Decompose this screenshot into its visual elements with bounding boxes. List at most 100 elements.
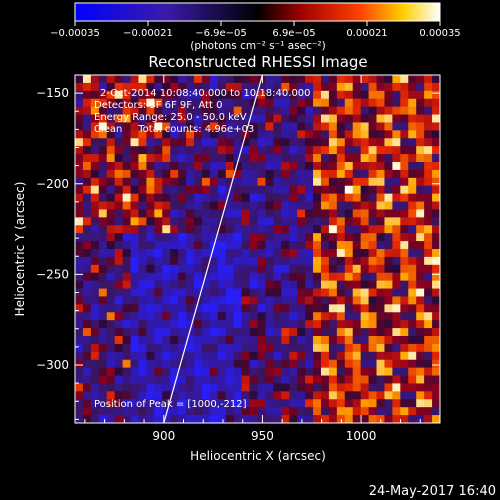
heatmap-cell (146, 138, 155, 147)
heatmap-cell (336, 304, 346, 313)
heatmap-cell (352, 217, 362, 226)
heatmap-cell (186, 320, 195, 329)
heatmap-cell (368, 225, 378, 234)
heatmap-cell (408, 177, 417, 187)
heatmap-cell (273, 296, 282, 305)
heatmap-cell (178, 375, 187, 385)
heatmap-cell (75, 367, 84, 377)
heatmap-cell (114, 359, 124, 369)
heatmap-cell (122, 256, 132, 266)
heatmap-cell (194, 415, 203, 423)
heatmap-cell (241, 146, 251, 155)
heatmap-cell (281, 90, 290, 100)
heatmap-cell (360, 296, 370, 305)
heatmap-cell (249, 415, 259, 423)
heatmap-cell (249, 367, 259, 377)
heatmap-cell (186, 169, 195, 179)
heatmap-cell (130, 391, 140, 400)
heatmap-cell (328, 264, 338, 274)
heatmap-cell (336, 296, 346, 305)
heatmap-cell (106, 106, 116, 116)
heatmap-cell (201, 225, 211, 234)
heatmap-cell (75, 336, 84, 345)
heatmap-cell (392, 162, 401, 171)
heatmap-cell (82, 312, 92, 321)
heatmap-cell (249, 82, 259, 92)
heatmap-cell (360, 272, 370, 282)
heatmap-cell (194, 169, 203, 179)
heatmap-cell (408, 304, 417, 313)
heatmap-cell (98, 264, 108, 274)
heatmap-cell (217, 351, 227, 361)
heatmap-cell (408, 106, 417, 116)
heatmap-cell (416, 304, 425, 313)
heatmap-cell (368, 256, 378, 266)
heatmap-cell (194, 391, 203, 400)
heatmap-cell (146, 375, 155, 385)
heatmap-cell (408, 375, 417, 385)
heatmap-cell (233, 312, 243, 321)
heatmap-cell (186, 336, 195, 345)
heatmap-cell (90, 249, 100, 258)
heatmap-cell (138, 209, 148, 218)
heatmap-cell (257, 383, 267, 392)
heatmap-cell (209, 415, 219, 423)
heatmap-cell (408, 82, 417, 92)
heatmap-cell (98, 256, 108, 266)
heatmap-cell (328, 280, 338, 290)
heatmap-cell (368, 233, 378, 242)
heatmap-cell (432, 264, 440, 274)
heatmap-cell (336, 130, 346, 139)
heatmap-cell (233, 256, 243, 266)
heatmap-cell (98, 415, 108, 423)
heatmap-cell (360, 280, 370, 290)
heatmap-cell (98, 154, 108, 163)
heatmap-cell (384, 146, 393, 155)
heatmap-cell (225, 399, 235, 408)
heatmap-cell (281, 114, 290, 124)
heatmap-cell (297, 249, 306, 258)
heatmap-cell (225, 391, 235, 400)
heatmap-cell (186, 114, 195, 124)
heatmap-cell (154, 328, 163, 337)
heatmap-cell (400, 328, 409, 337)
heatmap-cell (384, 82, 393, 92)
heatmap-cell (225, 154, 235, 163)
heatmap-cell (106, 98, 116, 108)
heatmap-cell (305, 154, 314, 163)
heatmap-cell (320, 185, 330, 195)
heatmap-cell (273, 114, 282, 124)
heatmap-cell (273, 256, 282, 266)
heatmap-cell (186, 312, 195, 321)
heatmap-cell (352, 233, 362, 242)
heatmap-cell (408, 201, 417, 211)
heatmap-cell (82, 114, 92, 124)
heatmap-cell (273, 264, 282, 274)
heatmap-cell (416, 383, 425, 392)
heatmap-cell (154, 209, 163, 218)
heatmap-cell (424, 264, 433, 274)
heatmap-cell (400, 177, 409, 187)
heatmap-cell (138, 320, 148, 329)
heatmap-cell (186, 90, 195, 100)
heatmap-cell (233, 391, 243, 400)
heatmap-cell (154, 217, 163, 226)
heatmap-cell (384, 320, 393, 329)
heatmap-cell (432, 138, 440, 147)
heatmap-cell (122, 162, 132, 171)
heatmap-cell (408, 415, 417, 423)
heatmap-cell (313, 304, 322, 313)
heatmap-cell (424, 185, 433, 195)
heatmap-cell (432, 114, 440, 124)
heatmap-cell (225, 288, 235, 298)
heatmap-cell (178, 201, 187, 211)
heatmap-cell (122, 272, 132, 282)
heatmap-cell (130, 169, 140, 179)
heatmap-cell (289, 359, 298, 369)
heatmap-cell (305, 122, 314, 131)
heatmap-cell (320, 399, 330, 408)
heatmap-cell (241, 359, 251, 369)
heatmap-cell (376, 209, 386, 218)
heatmap-cell (352, 304, 362, 313)
heatmap-cell (257, 90, 267, 100)
